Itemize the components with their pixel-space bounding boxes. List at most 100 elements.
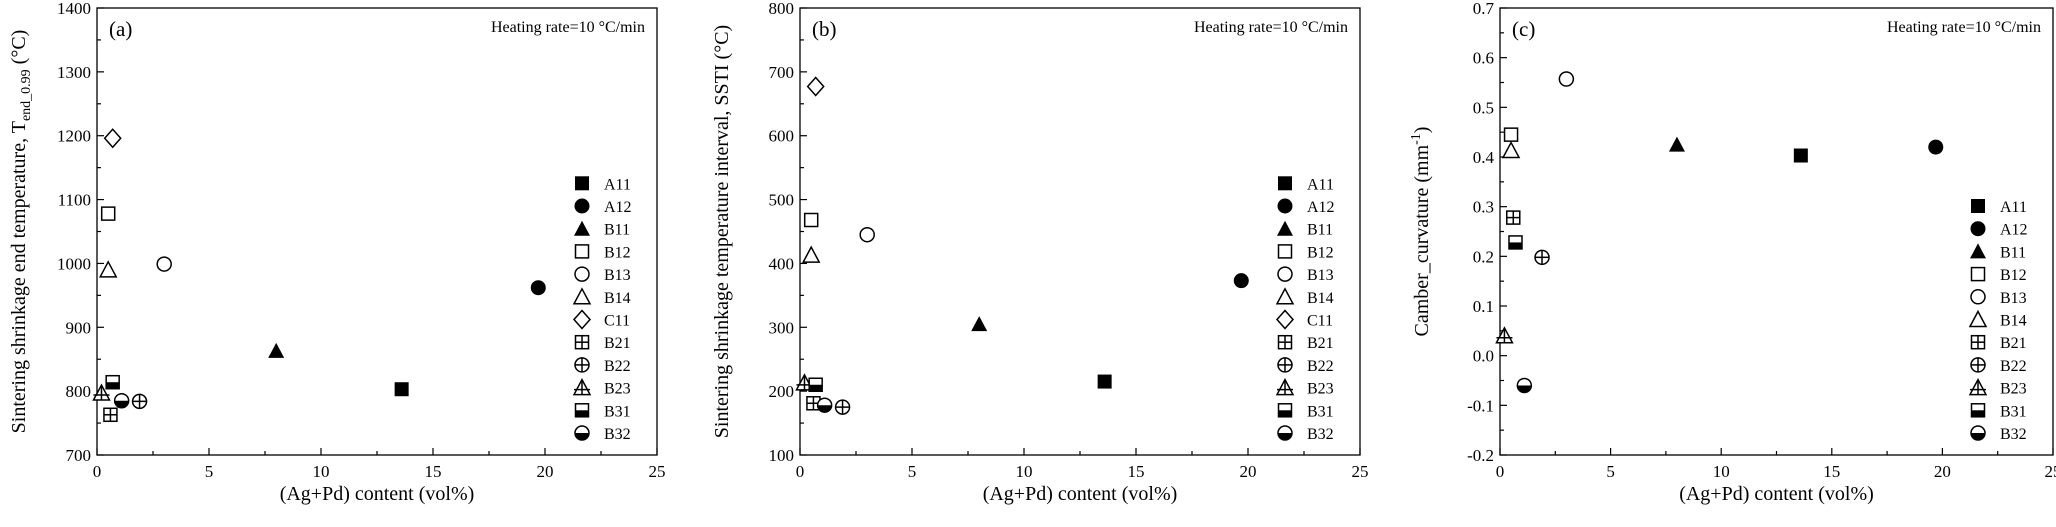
marker-point-B13 — [859, 226, 875, 243]
legend-label: B11 — [1307, 222, 1333, 239]
y-tick-label: 1300 — [57, 63, 91, 82]
legend-label: B11 — [604, 222, 630, 239]
marker-point-A11 — [1097, 374, 1112, 389]
marker-point-B32 — [1516, 377, 1533, 394]
marker-point-B13 — [156, 256, 172, 272]
marker-point-B23 — [1495, 326, 1514, 344]
x-tick-label: 20 — [537, 462, 554, 481]
x-tick-label: 15 — [1823, 462, 1840, 481]
legend-label: B31 — [1307, 403, 1334, 420]
marker-legend-B23 — [572, 378, 592, 396]
panel-label: (b) — [812, 17, 837, 41]
y-tick-label: 0.2 — [1473, 247, 1494, 266]
marker-point-B31 — [1508, 235, 1523, 250]
marker-legend-A12 — [1970, 221, 1986, 237]
marker-legend-B11 — [1277, 220, 1293, 236]
x-axis-title: (Ag+Pd) content (vol%) — [280, 483, 475, 505]
legend-label: B12 — [1307, 244, 1334, 261]
marker-legend-A11 — [1971, 199, 1985, 213]
legend-label: B12 — [2000, 267, 2027, 284]
legend-label: B13 — [1307, 267, 1334, 284]
panel-label: (c) — [1512, 17, 1535, 41]
y-axis-title: Sintering shrinkage end temperature, Ten… — [8, 30, 34, 434]
x-tick-label: 0 — [796, 462, 805, 481]
y-tick-label: 0.4 — [1473, 148, 1495, 167]
y-tick-label: 900 — [66, 318, 92, 337]
y-tick-label: -0.1 — [1467, 396, 1494, 415]
marker-legend-B11 — [1970, 243, 1986, 259]
panel-label: (a) — [109, 17, 132, 41]
marker-legend-A11 — [1278, 176, 1292, 191]
marker-point-B22 — [834, 399, 851, 415]
y-axis-title: Sintering shrinkage temperature interval… — [711, 25, 733, 438]
y-tick-label: 1100 — [58, 191, 91, 210]
y-tick-label: 300 — [769, 318, 795, 337]
marker-point-B21 — [1506, 210, 1521, 225]
plot-frame — [799, 7, 1361, 456]
marker-point-C11 — [806, 76, 825, 97]
y-tick-label: 0.6 — [1473, 49, 1494, 68]
marker-legend-C11 — [1275, 309, 1295, 330]
x-tick-label: 25 — [2045, 462, 2056, 481]
x-tick-label: 5 — [205, 462, 214, 481]
y-tick-label: 500 — [769, 191, 795, 210]
legend: A11 A12 B11 B12 B13 B14 C11 B21 B22 B23 B31 B32 — [572, 176, 632, 443]
marker-legend-B22 — [1277, 357, 1293, 373]
x-tick-label: 15 — [1128, 462, 1145, 481]
x-tick-label: 10 — [313, 462, 330, 481]
x-tick-label: 25 — [649, 462, 666, 481]
marker-legend-B13 — [1970, 289, 1986, 305]
marker-point-B21 — [806, 396, 821, 411]
plot-frame — [1499, 7, 2054, 456]
marker-point-B22 — [131, 393, 148, 410]
legend-label: B21 — [2000, 335, 2027, 352]
legend-label: B11 — [2000, 244, 2026, 261]
legend-label: B22 — [1307, 358, 1334, 375]
marker-legend-B12 — [574, 244, 590, 259]
y-tick-label: 0.5 — [1473, 98, 1494, 117]
marker-point-B12 — [803, 212, 819, 228]
legend-label: B13 — [2000, 290, 2027, 307]
marker-legend-B14 — [1275, 287, 1295, 305]
legend-label: B22 — [604, 358, 631, 375]
legend-label: B14 — [604, 290, 631, 307]
x-tick-label: 20 — [1934, 462, 1951, 481]
marker-point-B31 — [808, 377, 823, 393]
marker-point-B31 — [105, 374, 120, 390]
marker-legend-B13 — [574, 266, 590, 282]
y-tick-label: 0.3 — [1473, 198, 1494, 217]
legend-label: B32 — [2000, 426, 2027, 443]
x-tick-label: 0 — [93, 462, 102, 481]
legend-label: B32 — [604, 426, 631, 443]
legend-label: B12 — [604, 244, 631, 261]
y-tick-label: -0.2 — [1467, 446, 1494, 465]
marker-point-C11 — [103, 128, 122, 149]
marker-legend-B23 — [1275, 378, 1295, 396]
marker-legend-B11 — [574, 220, 590, 236]
x-tick-label: 20 — [1240, 462, 1257, 481]
marker-point-A11 — [1793, 148, 1808, 163]
marker-point-A12 — [1233, 273, 1249, 289]
legend-label: B23 — [604, 381, 631, 398]
marker-point-A11 — [394, 382, 409, 397]
legend-label: B31 — [604, 403, 631, 420]
legend-label: B23 — [1307, 381, 1334, 398]
y-axis-title: Camber_curvature (mm-1) — [1409, 127, 1433, 337]
x-tick-label: 15 — [425, 462, 442, 481]
marker-legend-B32 — [1277, 425, 1293, 441]
marker-point-B32 — [113, 392, 130, 409]
marker-point-A12 — [1928, 139, 1944, 155]
plot-frame — [96, 7, 658, 456]
marker-legend-A11 — [575, 176, 589, 191]
y-tick-label: 1000 — [57, 254, 91, 273]
y-tick-label: 700 — [66, 446, 92, 465]
marker-legend-B31 — [1277, 403, 1293, 418]
marker-point-B14 — [1501, 140, 1521, 159]
marker-point-B32 — [816, 397, 833, 413]
marker-point-B12 — [100, 206, 116, 221]
marker-legend-B22 — [1970, 357, 1986, 373]
legend-label: B23 — [2000, 381, 2027, 398]
marker-point-A12 — [530, 280, 546, 296]
legend-label: A11 — [2000, 199, 2027, 216]
